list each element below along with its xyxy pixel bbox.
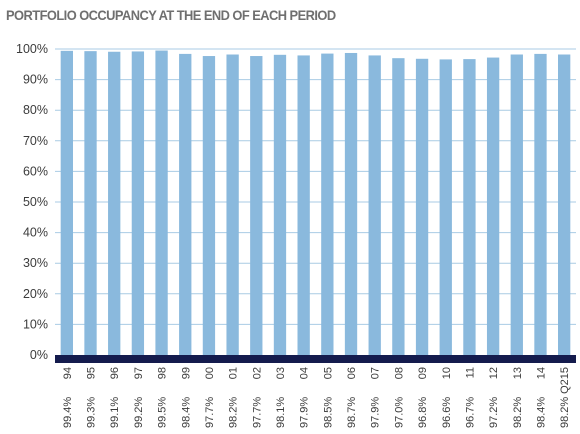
data-label: 99.4% <box>62 397 74 428</box>
y-tick-label: 40% <box>23 226 48 240</box>
x-tick-label: 94 <box>62 367 74 379</box>
bar <box>486 57 500 356</box>
bar <box>510 54 523 356</box>
data-label: 96.6% <box>441 397 453 428</box>
x-tick-label: 05 <box>322 367 334 379</box>
y-tick-label: 80% <box>23 103 48 117</box>
bar <box>321 53 334 356</box>
data-label: 99.3% <box>86 397 98 428</box>
data-label: 98.2% <box>559 397 571 428</box>
x-tick-label: Q215 <box>559 367 571 394</box>
y-tick-label: 70% <box>23 134 48 148</box>
x-tick-label: 97 <box>133 367 145 379</box>
bar <box>368 55 381 356</box>
x-tick-label: 98 <box>157 367 169 379</box>
x-tick-label: 09 <box>417 367 429 379</box>
data-label: 97.2% <box>488 397 500 428</box>
baseline-band <box>55 355 576 363</box>
data-label: 96.7% <box>464 397 476 428</box>
x-tick-label: 07 <box>370 367 382 379</box>
x-tick-label: 99 <box>180 367 192 379</box>
data-label: 98.7% <box>346 397 358 428</box>
bar <box>108 51 121 356</box>
value-labels: 99.4% 99.3% 99.1% 99.2% 99.5% 98.4% 97.7% 98.2%… <box>62 397 571 428</box>
baseline <box>55 355 576 363</box>
bar <box>131 51 145 355</box>
data-label: 98.2% <box>512 397 524 428</box>
y-tick-label: 50% <box>23 195 48 209</box>
data-label: 97.7% <box>251 397 263 428</box>
y-tick-label: 10% <box>23 317 48 331</box>
y-axis-ticks: 0% 10% 20% 30% 40% 50% 60% 70% 80% 90% 100% <box>16 42 48 362</box>
x-tick-label: 11 <box>464 367 476 378</box>
bar <box>415 58 429 356</box>
data-label: 99.1% <box>109 397 121 428</box>
data-label: 98.4% <box>535 397 547 428</box>
x-tick-label: 02 <box>251 367 263 379</box>
bar <box>344 52 358 356</box>
bar <box>202 56 216 356</box>
data-label: 98.5% <box>322 397 334 428</box>
data-label: 98.1% <box>275 397 287 428</box>
data-label: 97.7% <box>204 397 216 428</box>
x-axis-ticks: 94 95 96 97 98 99 00 01 02 03 04 05 06 07 08 09 10 11 12 13… <box>62 367 571 394</box>
bar <box>297 55 310 356</box>
bars <box>60 50 571 356</box>
x-tick-label: 03 <box>275 367 287 379</box>
bar <box>463 59 476 356</box>
bar <box>84 51 97 355</box>
bar <box>250 56 263 356</box>
bar <box>155 50 168 355</box>
y-tick-label: 30% <box>23 256 48 270</box>
data-label: 97.9% <box>299 397 311 428</box>
x-tick-label: 00 <box>204 367 216 379</box>
data-label: 97.0% <box>393 397 405 428</box>
x-tick-label: 06 <box>346 367 358 379</box>
y-tick-label: 100% <box>16 42 48 56</box>
bar <box>439 59 452 356</box>
y-tick-label: 90% <box>23 73 48 87</box>
data-label: 97.9% <box>370 397 382 428</box>
bar <box>226 54 239 356</box>
y-tick-label: 0% <box>30 348 48 362</box>
bar <box>534 53 547 356</box>
x-tick-label: 12 <box>488 367 500 379</box>
data-label: 99.2% <box>133 397 145 428</box>
x-tick-label: 13 <box>512 367 524 379</box>
chart-title: PORTFOLIO OCCUPANCY AT THE END OF EACH P… <box>6 7 336 23</box>
x-tick-label: 10 <box>441 367 453 379</box>
bar <box>392 58 405 356</box>
x-tick-label: 14 <box>535 367 547 379</box>
bar <box>558 54 571 356</box>
x-tick-label: 08 <box>393 367 405 379</box>
data-label: 98.4% <box>180 397 192 428</box>
x-tick-label: 04 <box>299 367 311 379</box>
x-tick-label: 96 <box>109 367 121 379</box>
x-tick-label: 95 <box>86 367 98 379</box>
bar <box>273 54 287 356</box>
x-tick-label: 01 <box>228 367 240 379</box>
bar <box>179 53 192 356</box>
y-tick-label: 20% <box>23 287 48 301</box>
data-label: 96.8% <box>417 397 429 428</box>
y-tick-label: 60% <box>23 164 48 178</box>
data-label: 98.2% <box>228 397 240 428</box>
data-label: 99.5% <box>157 397 169 428</box>
bar <box>60 50 73 355</box>
